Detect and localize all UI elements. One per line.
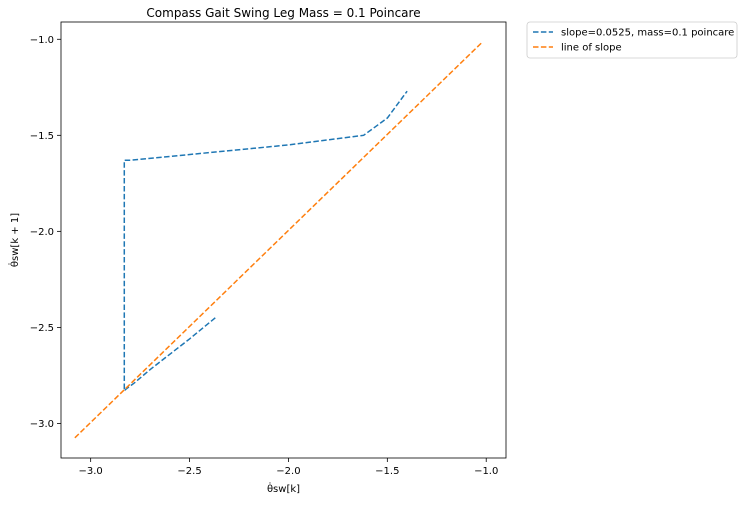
chart-title: Compass Gait Swing Leg Mass = 0.1 Poinca…: [146, 6, 420, 20]
y-tick-label: −2.5: [30, 323, 54, 334]
x-tick-label: −1.0: [474, 466, 498, 477]
x-tick-label: −1.5: [375, 466, 399, 477]
y-tick-label: −3.0: [30, 419, 54, 430]
y-tick-label: −1.5: [30, 131, 54, 142]
axes-layer: −3.0 −2.5 −2.0 −1.5 −1.0 −3.0 −2.5 −2.0 −1.5 −1.0: [30, 35, 499, 477]
series-line-2: [74, 41, 483, 439]
legend-label-1: slope=0.0525, mass=0.1 poincare: [561, 28, 734, 39]
x-tick-label: −2.5: [177, 466, 201, 477]
legend-box: [526, 21, 738, 59]
x-tick-label: −3.0: [79, 466, 103, 477]
x-tick-label: −2.0: [276, 466, 300, 477]
y-axis-label: θ̇sw[k + 1]: [7, 213, 21, 267]
plot-frame: [60, 21, 507, 459]
x-axis-label: θ̇sw[k]: [267, 481, 300, 495]
legend: slope=0.0525, mass=0.1 poincare line of s…: [526, 21, 738, 59]
series-line-1: [123, 90, 408, 393]
y-tick-label: −1.0: [30, 35, 54, 46]
series-layer: [74, 41, 483, 439]
y-tick-label: −2.0: [30, 227, 54, 238]
legend-label-2: line of slope: [561, 43, 622, 54]
